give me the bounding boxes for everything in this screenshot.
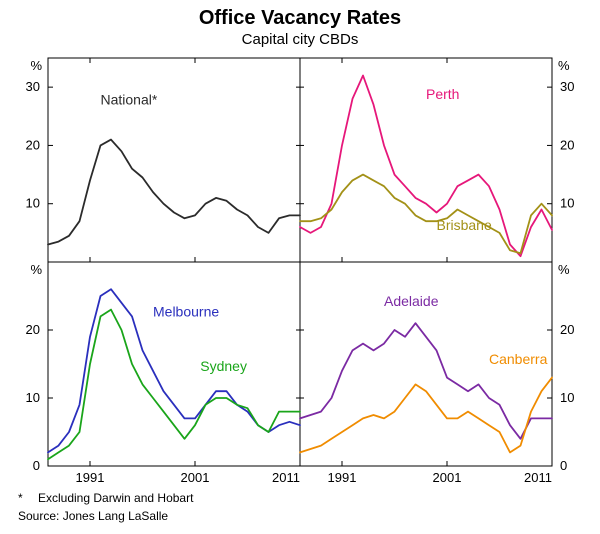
xtick-label: 1991 bbox=[76, 470, 105, 485]
ytick-label: 20 bbox=[560, 322, 574, 337]
series-brisbane bbox=[300, 175, 552, 254]
ytick-label: 10 bbox=[26, 196, 40, 211]
footnote-marker: * bbox=[18, 491, 23, 505]
chart-svg: Office Vacancy Rates Capital city CBDs%% 1… bbox=[0, 0, 600, 534]
series-adelaide bbox=[300, 323, 552, 439]
series-label-national: National* bbox=[101, 92, 158, 108]
series-label-brisbane: Brisbane bbox=[437, 217, 492, 233]
xtick-label: 2001 bbox=[181, 470, 210, 485]
ytick-label: 20 bbox=[560, 137, 574, 152]
series-perth bbox=[300, 76, 552, 257]
series-sydney bbox=[48, 310, 300, 460]
ytick-label: 30 bbox=[26, 79, 40, 94]
series-label-perth: Perth bbox=[426, 86, 459, 102]
ytick-label: 20 bbox=[26, 137, 40, 152]
y-unit-right: % bbox=[558, 58, 570, 73]
xtick-label: 2011 bbox=[272, 470, 300, 485]
series-national bbox=[48, 140, 300, 245]
ytick-label: 20 bbox=[26, 322, 40, 337]
y-unit-left: % bbox=[30, 262, 42, 277]
series-label-canberra: Canberra bbox=[489, 351, 548, 367]
ytick-label: 10 bbox=[560, 196, 574, 211]
ytick-label: 10 bbox=[560, 390, 574, 405]
chart-container: Office Vacancy Rates Capital city CBDs%% 1… bbox=[0, 0, 600, 534]
series-label-adelaide: Adelaide bbox=[384, 293, 439, 309]
source-text: Source: Jones Lang LaSalle bbox=[18, 509, 168, 523]
y-unit-right: % bbox=[558, 262, 570, 277]
series-label-sydney: Sydney bbox=[200, 358, 247, 374]
xtick-label: 2001 bbox=[433, 470, 462, 485]
series-label-melbourne: Melbourne bbox=[153, 303, 219, 319]
footnote-text: Excluding Darwin and Hobart bbox=[38, 491, 194, 505]
y-unit-left: % bbox=[30, 58, 42, 73]
ytick-label: 30 bbox=[560, 79, 574, 94]
ytick-label: 0 bbox=[560, 458, 567, 473]
ytick-label: 10 bbox=[26, 390, 40, 405]
ytick-label: 0 bbox=[33, 458, 40, 473]
chart-title: Office Vacancy Rates bbox=[199, 7, 401, 29]
xtick-label: 1991 bbox=[328, 470, 357, 485]
chart-subtitle: Capital city CBDs bbox=[242, 31, 359, 48]
xtick-label: 2011 bbox=[524, 470, 552, 485]
series-canberra bbox=[300, 378, 552, 453]
